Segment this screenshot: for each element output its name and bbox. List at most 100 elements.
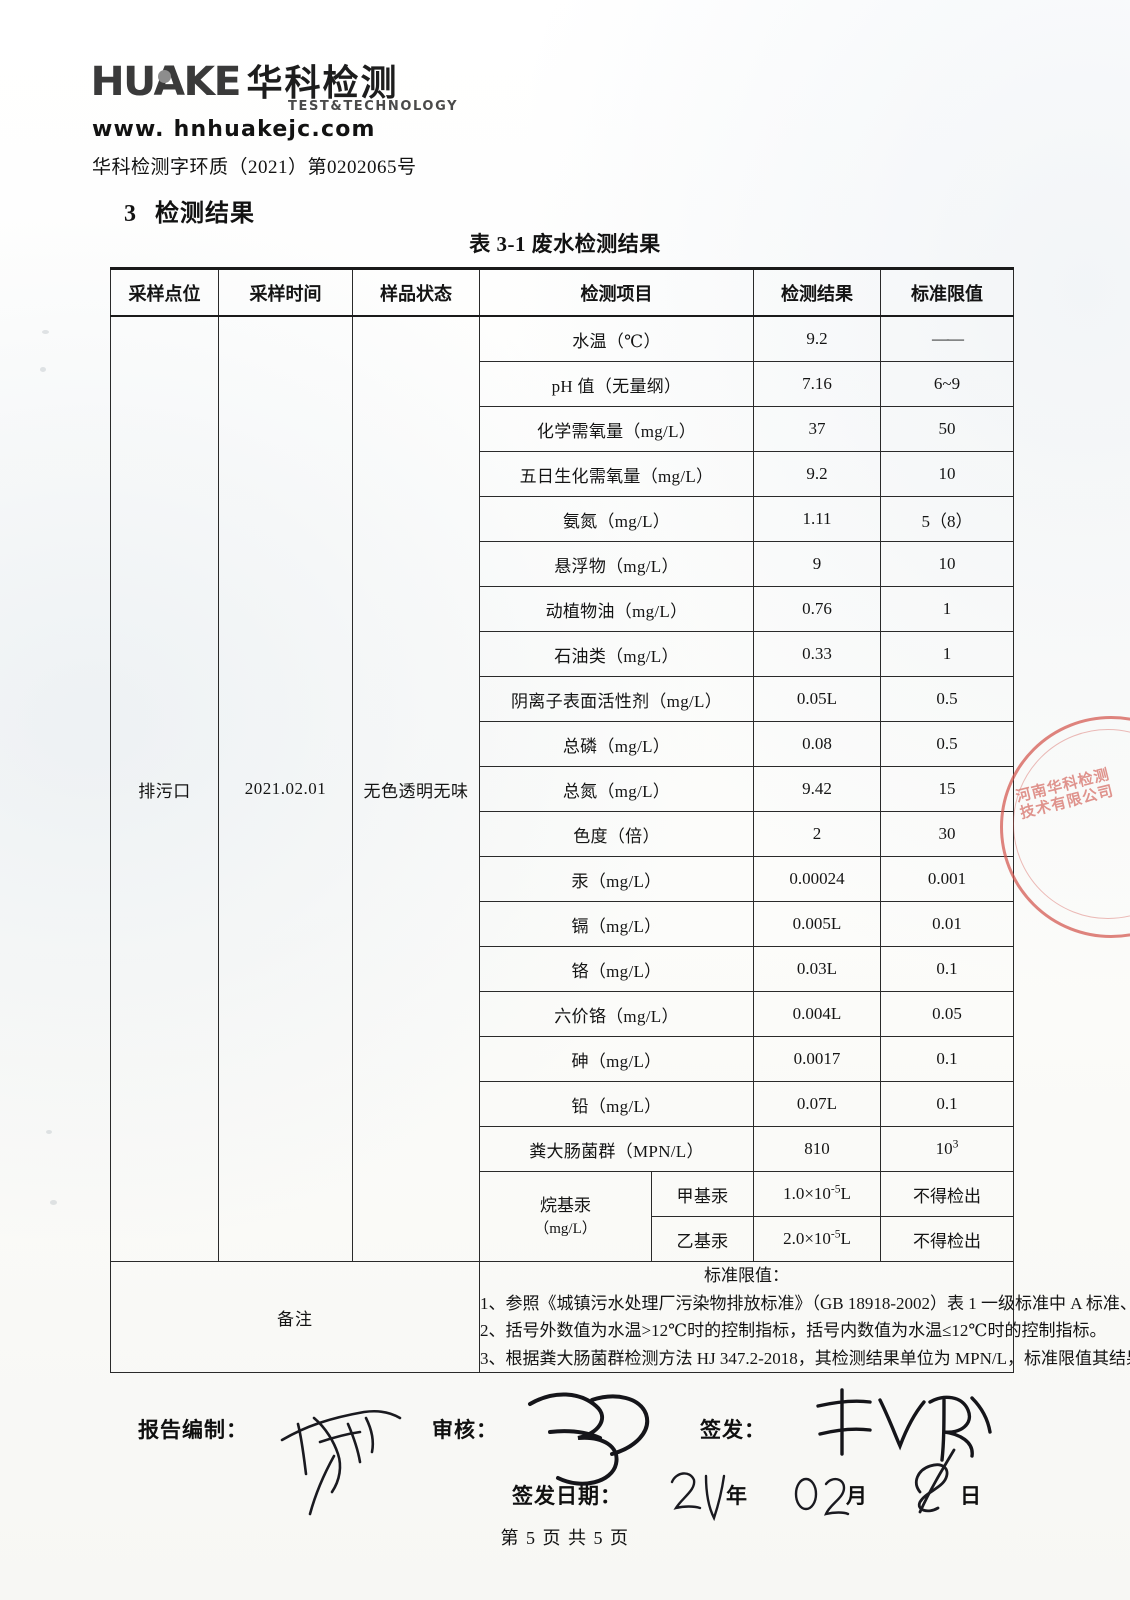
cell-standard-limit: —— bbox=[880, 315, 1014, 362]
official-seal-stamp: 河南华科检测技术有限公司 bbox=[1000, 716, 1130, 938]
table-row: 排污口 2021.02.01 无色透明无味 水温（℃） 9.2 —— bbox=[110, 315, 1014, 1262]
cell-standard-limit: 10 bbox=[880, 541, 1014, 587]
cell-test-result: 0.07L bbox=[753, 1081, 881, 1127]
company-letterhead: HUAKE 华科检测 TEST&TECHNOLOGY www. hnhuakej… bbox=[91, 56, 459, 142]
prepared-by-signature bbox=[280, 1409, 402, 1516]
cell-test-result: 9 bbox=[753, 541, 881, 587]
cell-standard-limit: 0.001 bbox=[880, 856, 1014, 902]
scan-speck bbox=[40, 367, 46, 372]
cell-test-result: 2.0×10-5L bbox=[753, 1216, 881, 1262]
table-caption: 表 3-1 废水检测结果 bbox=[469, 232, 661, 256]
company-website: www. hnhuakejc.com bbox=[92, 117, 376, 142]
alkyl-group-unit: （mg/L） bbox=[534, 1221, 597, 1237]
signature-block: 报告编制： 审核： 签发： 签发日期： 年 月 日 bbox=[0, 1388, 1130, 1532]
company-tagline: TEST&TECHNOLOGY bbox=[288, 99, 459, 114]
cell-test-result: 0.03L bbox=[753, 946, 881, 992]
cell-sample-state: 无色透明无味 bbox=[352, 315, 480, 1262]
result-exponent: -5 bbox=[830, 1182, 841, 1196]
cell-test-item: 色度（倍） bbox=[479, 811, 754, 857]
cell-standard-limit: 1 bbox=[880, 631, 1014, 677]
cell-test-item: 镉（mg/L） bbox=[479, 901, 754, 947]
section-heading: 3 检测结果 bbox=[124, 193, 255, 228]
cell-standard-limit: 0.1 bbox=[880, 1036, 1014, 1082]
cell-alkyl-mercury-group: 烷基汞 （mg/L） bbox=[479, 1171, 652, 1262]
cell-standard-limit: 0.1 bbox=[880, 946, 1014, 992]
month-unit-label: 月 bbox=[846, 1484, 867, 1508]
reviewed-by-label: 审核： bbox=[432, 1418, 498, 1442]
day-unit-label: 日 bbox=[960, 1484, 981, 1508]
scan-speck bbox=[42, 330, 49, 334]
cell-test-item: 铬（mg/L） bbox=[479, 946, 754, 992]
table-body: 排污口 2021.02.01 无色透明无味 水温（℃） 9.2 —— pH 值（无量纲） 7.… bbox=[110, 315, 1130, 1374]
section-number: 3 bbox=[124, 201, 137, 227]
seal-inner-ring bbox=[1013, 729, 1130, 919]
scan-speck bbox=[46, 1130, 52, 1134]
results-table-wrapper: 采样点位 采样时间 样品状态 检测项目 检测结果 标准限值 排污口 2021.02… bbox=[110, 267, 1130, 1374]
wastewater-results-table: 采样点位 采样时间 样品状态 检测项目 检测结果 标准限值 排污口 2021.02… bbox=[110, 267, 1130, 1374]
cell-test-item: 砷（mg/L） bbox=[479, 1036, 754, 1082]
cell-test-item: 氨氮（mg/L） bbox=[479, 496, 754, 542]
scan-speck bbox=[50, 1200, 57, 1205]
cell-alkyl-sub-item: 乙基汞 bbox=[651, 1216, 754, 1262]
cell-standard-limit: 5（8） bbox=[880, 496, 1014, 542]
limit-base: 10 bbox=[935, 1139, 953, 1158]
cell-test-item: 石油类（mg/L） bbox=[479, 631, 754, 677]
col-header-sample-time: 采样时间 bbox=[218, 267, 353, 317]
cell-test-item: 悬浮物（mg/L） bbox=[479, 541, 754, 587]
logo-dot-icon bbox=[158, 70, 171, 83]
table-header-row: 采样点位 采样时间 样品状态 检测项目 检测结果 标准限值 bbox=[110, 267, 1014, 317]
cell-test-result: 37 bbox=[753, 406, 881, 452]
cell-test-item: 五日生化需氧量（mg/L） bbox=[479, 451, 754, 497]
cell-test-result: 9.42 bbox=[753, 766, 881, 812]
cell-test-item: 阴离子表面活性剂（mg/L） bbox=[479, 676, 754, 722]
cell-test-item: 总磷（mg/L） bbox=[479, 721, 754, 767]
cell-test-result: 0.00024 bbox=[753, 856, 881, 902]
result-tail: L bbox=[840, 1229, 851, 1248]
cell-standard-limit: 0.5 bbox=[880, 721, 1014, 767]
result-tail: L bbox=[840, 1184, 851, 1203]
cell-test-result: 0.005L bbox=[753, 901, 881, 947]
cell-test-result: 0.05L bbox=[753, 676, 881, 722]
issue-date-label: 签发日期： bbox=[512, 1484, 622, 1508]
cell-alkyl-sub-item: 甲基汞 bbox=[651, 1171, 754, 1217]
cell-standard-limit: 0.05 bbox=[880, 991, 1014, 1037]
cell-standard-limit: 6~9 bbox=[880, 361, 1014, 407]
remark-title: 标准限值： bbox=[704, 1266, 789, 1285]
cell-test-item: 六价铬（mg/L） bbox=[479, 991, 754, 1037]
issue-date-month-handwritten bbox=[794, 1477, 850, 1516]
cell-test-result: 0.004L bbox=[753, 991, 881, 1037]
limit-exponent: 3 bbox=[952, 1137, 959, 1151]
cell-standard-limit: 0.1 bbox=[880, 1081, 1014, 1127]
cell-standard-limit: 不得检出 bbox=[880, 1216, 1014, 1262]
col-header-test-result: 检测结果 bbox=[753, 267, 881, 317]
remark-body: 标准限值： 1、参照《城镇污水处理厂污染物排放标准》（GB 18918-2002）… bbox=[479, 1260, 1130, 1374]
cell-test-item: 铅（mg/L） bbox=[479, 1081, 754, 1127]
cell-test-item: 水温（℃） bbox=[479, 315, 754, 362]
issued-by-label: 签发： bbox=[700, 1418, 766, 1442]
cell-test-result: 0.08 bbox=[753, 721, 881, 767]
year-unit-label: 年 bbox=[726, 1484, 747, 1508]
table-row-remarks: 备注 标准限值： 1、参照《城镇污水处理厂污染物排放标准》（GB 18918-200… bbox=[110, 1260, 1130, 1374]
cell-test-result: 1.0×10-5L bbox=[753, 1171, 881, 1217]
col-header-sample-point: 采样点位 bbox=[110, 267, 219, 317]
cell-test-item: 动植物油（mg/L） bbox=[479, 586, 754, 632]
cell-test-result: 7.16 bbox=[753, 361, 881, 407]
cell-test-result: 2 bbox=[753, 811, 881, 857]
seal-text: 河南华科检测技术有限公司 bbox=[1014, 764, 1116, 823]
cell-standard-limit: 1 bbox=[880, 586, 1014, 632]
remark-line: 3、根据粪大肠菌群检测方法 HJ 347.2-2018，其检测结果单位为 MPN… bbox=[480, 1348, 1130, 1368]
cell-test-result: 9.2 bbox=[753, 315, 881, 362]
certificate-number: 华科检测字环质（2021）第0202065号 bbox=[92, 157, 417, 178]
result-base: 2.0×10 bbox=[783, 1229, 831, 1248]
cell-test-item: 化学需氧量（mg/L） bbox=[479, 406, 754, 452]
cell-test-result: 0.33 bbox=[753, 631, 881, 677]
cell-standard-limit: 15 bbox=[880, 766, 1014, 812]
col-header-standard-limit: 标准限值 bbox=[880, 267, 1014, 317]
remark-line: 2、括号外数值为水温>12℃时的控制指标，括号内数值为水温≤12℃时的控制指标。 bbox=[480, 1321, 1107, 1341]
cell-test-result: 0.76 bbox=[753, 586, 881, 632]
remark-label: 备注 bbox=[110, 1260, 480, 1374]
cell-test-item: 粪大肠菌群（MPN/L） bbox=[479, 1126, 754, 1172]
result-base: 1.0×10 bbox=[783, 1184, 831, 1203]
remark-line: 1、参照《城镇污水处理厂污染物排放标准》（GB 18918-2002）表 1 一… bbox=[480, 1293, 1130, 1313]
cell-sample-point: 排污口 bbox=[110, 315, 219, 1262]
